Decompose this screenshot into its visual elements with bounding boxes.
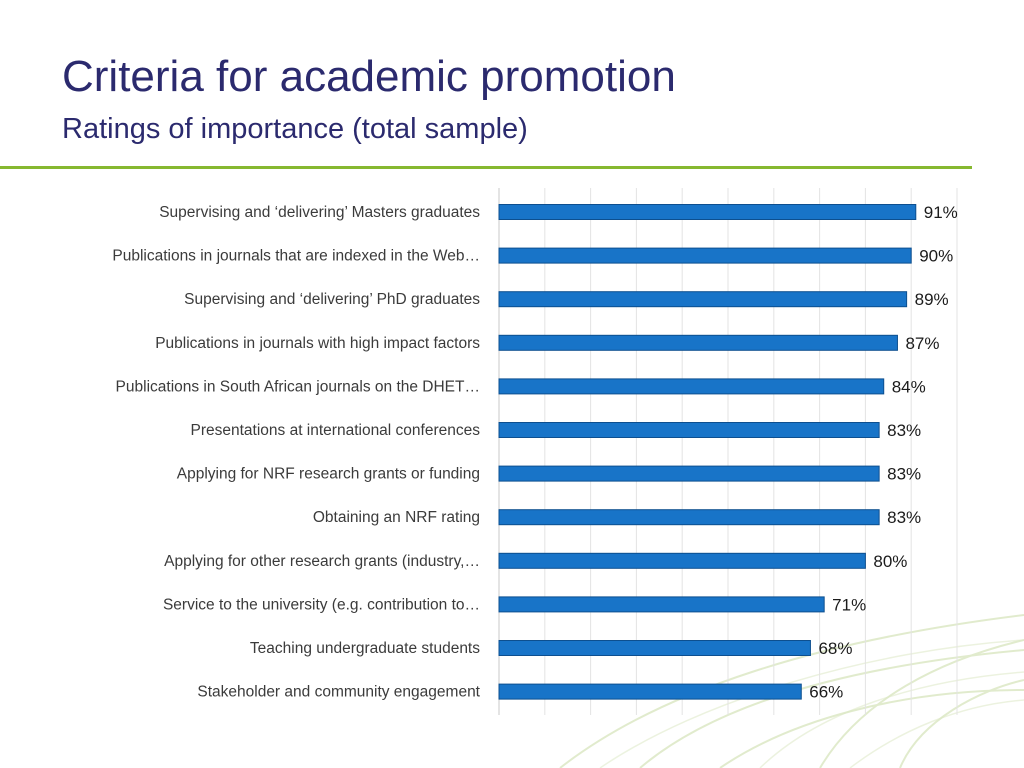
value-labels: 91% 90% 89% 87% 84% 83% 83% 83% 80% 71% 68% 66% [809,203,958,702]
category-label: Supervising and ‘delivering’ PhD graduat… [184,291,480,308]
category-label: Publications in South African journals o… [116,378,480,395]
category-label: Publications in journals with high impac… [155,335,480,352]
category-labels: Supervising and ‘delivering’ Masters gra… [112,204,480,701]
bar [498,378,885,395]
data-label: 83% [887,508,921,527]
gridlines [498,188,958,715]
bar [498,204,917,220]
category-label: Applying for NRF research grants or fund… [177,466,480,483]
bar [498,640,811,656]
category-label: Presentations at international conferenc… [190,422,480,439]
bar-chart: Supervising and ‘delivering’ Masters gra… [112,188,958,715]
data-label: 84% [892,377,926,396]
bar [498,422,880,438]
data-label: 83% [887,465,921,484]
category-label: Teaching undergraduate students [250,640,480,657]
category-label: Applying for other research grants (indu… [164,553,480,570]
bar [498,552,866,569]
category-label: Stakeholder and community engagement [197,684,480,701]
bar [498,683,802,700]
data-label: 68% [818,639,852,658]
data-label: 80% [873,552,907,571]
bar [498,334,898,351]
data-label: 89% [915,290,949,309]
slide-subtitle: Ratings of importance (total sample) [62,113,528,145]
category-label: Publications in journals that are indexe… [112,248,480,265]
bar [498,247,912,264]
bar [498,291,908,308]
title-divider [0,166,972,169]
category-label: Obtaining an NRF rating [313,509,480,526]
category-label: Service to the university (e.g. contribu… [163,596,480,613]
data-label: 90% [919,247,953,266]
bar [498,509,880,526]
data-label: 71% [832,595,866,614]
bar [498,596,825,613]
data-label: 66% [809,683,843,702]
data-label: 91% [924,203,958,222]
data-label: 83% [887,421,921,440]
slide-title: Criteria for academic promotion [62,52,676,101]
bars [498,204,917,700]
bar [498,465,880,482]
category-label: Supervising and ‘delivering’ Masters gra… [159,204,480,221]
data-label: 87% [905,334,939,353]
